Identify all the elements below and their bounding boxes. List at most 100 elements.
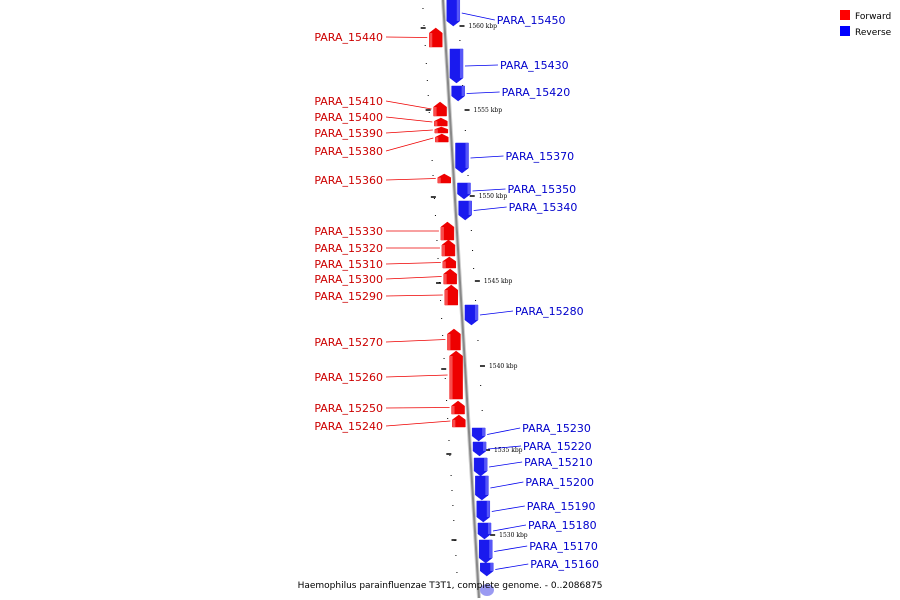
gene-shading bbox=[429, 33, 433, 47]
gene-shading bbox=[442, 261, 446, 268]
minor-tick bbox=[464, 130, 466, 131]
minor-tick bbox=[443, 358, 445, 359]
gene-shading bbox=[447, 334, 451, 350]
gene-para-15430[interactable] bbox=[449, 48, 464, 84]
gene-label[interactable]: PARA_15390 bbox=[314, 127, 383, 140]
gene-para-15390[interactable] bbox=[434, 126, 449, 134]
gene-label[interactable]: PARA_15280 bbox=[515, 305, 584, 318]
gene-leader-line bbox=[491, 505, 525, 512]
gene-para-15400[interactable] bbox=[434, 117, 448, 127]
kbp-tick-label: 1555 kbp bbox=[474, 107, 503, 114]
gene-label[interactable]: PARA_15410 bbox=[314, 95, 383, 108]
gene-para-15340[interactable] bbox=[458, 200, 472, 221]
gene-para-15440[interactable] bbox=[429, 27, 443, 48]
gene-label[interactable]: PARA_15230 bbox=[522, 422, 591, 435]
minor-tick bbox=[470, 230, 472, 231]
gene-label[interactable]: PARA_15240 bbox=[314, 420, 383, 433]
genome-caption: Haemophilus parainfluenzae T3T1, complet… bbox=[298, 581, 603, 591]
gene-para-15310[interactable] bbox=[442, 256, 457, 269]
gene-shading bbox=[485, 476, 489, 495]
gene-label[interactable]: PARA_15190 bbox=[527, 500, 596, 513]
gene-label[interactable]: PARA_15250 bbox=[314, 402, 383, 415]
minor-tick bbox=[455, 555, 457, 556]
gene-label[interactable]: PARA_15330 bbox=[314, 225, 383, 238]
gene-leader-line bbox=[472, 188, 506, 192]
gene-para-15170[interactable] bbox=[478, 539, 493, 564]
gene-shading bbox=[441, 245, 445, 256]
gene-label[interactable]: PARA_15340 bbox=[509, 201, 578, 214]
gene-leader-line bbox=[479, 310, 514, 316]
gene-para-15350[interactable] bbox=[457, 182, 471, 200]
gene-para-15450[interactable] bbox=[446, 0, 461, 27]
minor-tick bbox=[462, 85, 464, 86]
gene-para-15330[interactable] bbox=[440, 221, 455, 241]
gene-label[interactable]: PARA_15310 bbox=[314, 258, 383, 271]
minor-tick bbox=[424, 45, 426, 46]
gene-label[interactable]: PARA_15370 bbox=[506, 150, 575, 163]
gene-para-15420[interactable] bbox=[451, 85, 465, 102]
gene-shading bbox=[451, 406, 455, 414]
gene-label[interactable]: PARA_15350 bbox=[507, 183, 576, 196]
gene-para-15190[interactable] bbox=[476, 500, 491, 523]
gene-para-15250[interactable] bbox=[451, 400, 465, 415]
gene-label[interactable]: PARA_15160 bbox=[530, 558, 599, 571]
minor-tick bbox=[448, 440, 450, 441]
gene-para-15380[interactable] bbox=[435, 133, 449, 143]
gene-label[interactable]: PARA_15210 bbox=[524, 456, 593, 469]
gene-para-15290[interactable] bbox=[444, 284, 459, 306]
gene-para-15300[interactable] bbox=[443, 268, 457, 285]
gene-shading bbox=[434, 129, 438, 133]
minor-tick bbox=[477, 340, 479, 341]
gene-label[interactable]: PARA_15360 bbox=[314, 174, 383, 187]
gene-shading bbox=[484, 458, 488, 471]
gene-para-15210[interactable] bbox=[473, 457, 488, 477]
gene-shading bbox=[474, 305, 478, 320]
gene-para-15180[interactable] bbox=[477, 522, 492, 540]
gene-label[interactable]: PARA_15170 bbox=[529, 540, 598, 553]
gene-para-15360[interactable] bbox=[437, 173, 451, 184]
gene-leader-line bbox=[489, 461, 523, 468]
gene-label[interactable]: PARA_15290 bbox=[314, 290, 383, 303]
gene-shading bbox=[440, 227, 444, 240]
gene-para-15410[interactable] bbox=[433, 101, 447, 117]
reverse-gene-arrow[interactable] bbox=[446, 0, 461, 27]
gene-label[interactable]: PARA_15380 bbox=[314, 145, 383, 158]
gene-label[interactable]: PARA_15270 bbox=[314, 336, 383, 349]
gene-shading bbox=[437, 177, 441, 183]
gene-para-15370[interactable] bbox=[455, 142, 469, 174]
gene-para-15160[interactable] bbox=[480, 562, 494, 577]
minor-tick bbox=[480, 385, 482, 386]
gene-label[interactable]: PARA_15450 bbox=[497, 14, 566, 27]
gene-label[interactable]: PARA_15300 bbox=[314, 273, 383, 286]
gene-para-15260[interactable] bbox=[449, 350, 463, 400]
gene-para-15200[interactable] bbox=[475, 475, 489, 501]
gene-leader-line bbox=[385, 407, 450, 409]
gene-para-15320[interactable] bbox=[441, 239, 456, 257]
gene-label[interactable]: PARA_15430 bbox=[500, 59, 569, 72]
gene-shading bbox=[452, 419, 456, 427]
gene-para-15280[interactable] bbox=[464, 304, 479, 326]
gene-para-15240[interactable] bbox=[452, 414, 466, 428]
gene-leader-line bbox=[461, 12, 495, 21]
gene-label[interactable]: PARA_15400 bbox=[314, 111, 383, 124]
gene-label[interactable]: PARA_15200 bbox=[525, 476, 594, 489]
minor-tick bbox=[449, 455, 451, 456]
kbp-ticks: 1560 kbp 1555 kbp 1550 kbp 1545 kbp 1540 kbp… bbox=[459, 23, 528, 539]
gene-label[interactable]: PARA_15260 bbox=[314, 371, 383, 384]
gene-label[interactable]: PARA_15220 bbox=[523, 440, 592, 453]
gene-label[interactable]: PARA_15320 bbox=[314, 242, 383, 255]
gene-leader-line bbox=[487, 445, 522, 450]
minor-tick bbox=[444, 378, 446, 379]
gene-label[interactable]: PARA_15180 bbox=[528, 519, 597, 532]
gene-shading bbox=[465, 143, 469, 168]
minor-tick bbox=[442, 335, 444, 336]
gene-para-15270[interactable] bbox=[447, 328, 461, 351]
minor-tick bbox=[447, 418, 449, 419]
gene-para-15230[interactable] bbox=[471, 427, 486, 442]
gene-label[interactable]: PARA_15440 bbox=[314, 31, 383, 44]
gene-para-15220[interactable] bbox=[472, 441, 487, 457]
gene-shading bbox=[449, 356, 453, 399]
gene-label[interactable]: PARA_15420 bbox=[502, 86, 571, 99]
kbp-tick-label: 1540 kbp bbox=[489, 363, 518, 370]
gene-shading bbox=[461, 86, 465, 96]
